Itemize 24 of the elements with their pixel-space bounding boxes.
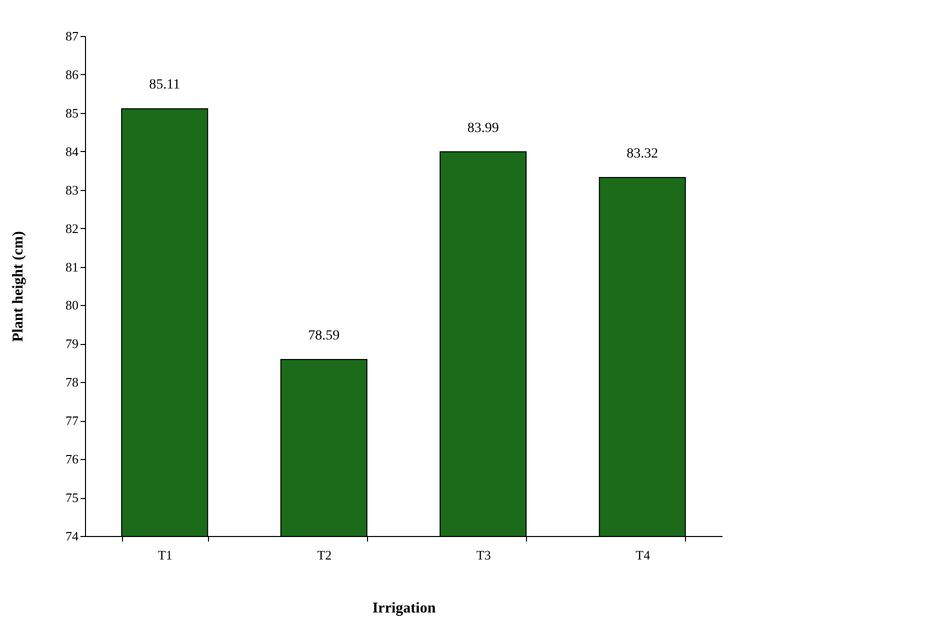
y-axis-title: Plant height (cm) <box>10 231 26 342</box>
y-tick-label: 75 <box>66 490 78 506</box>
data-label: 85.11 <box>149 78 180 93</box>
data-label: 83.99 <box>467 120 499 136</box>
x-tick-label: T4 <box>636 548 651 562</box>
x-tick-label: T1 <box>158 548 172 562</box>
y-tick-label: 85 <box>66 105 78 120</box>
y-tick-label: 74 <box>66 528 79 544</box>
y-tick-label: 78 <box>66 374 78 390</box>
x-axis-title: Irrigation <box>372 600 436 616</box>
y-tick-label: 79 <box>66 336 78 352</box>
y-tick-label: 86 <box>66 66 79 82</box>
y-tick-label: 77 <box>66 413 79 428</box>
y-tick-label: 87 <box>66 28 79 44</box>
y-tick-label: 83 <box>66 182 78 198</box>
y-tick-label: 81 <box>66 259 78 274</box>
x-tick-label: T3 <box>476 548 491 562</box>
data-label: 83.32 <box>626 146 658 162</box>
x-tick-label: T2 <box>317 548 332 562</box>
y-tick-label: 80 <box>66 298 78 313</box>
y-tick-label: 82 <box>66 220 78 236</box>
y-tick-label: 76 <box>66 452 79 467</box>
y-tick-label: 84 <box>66 144 79 159</box>
data-label: 78.59 <box>308 328 340 344</box>
